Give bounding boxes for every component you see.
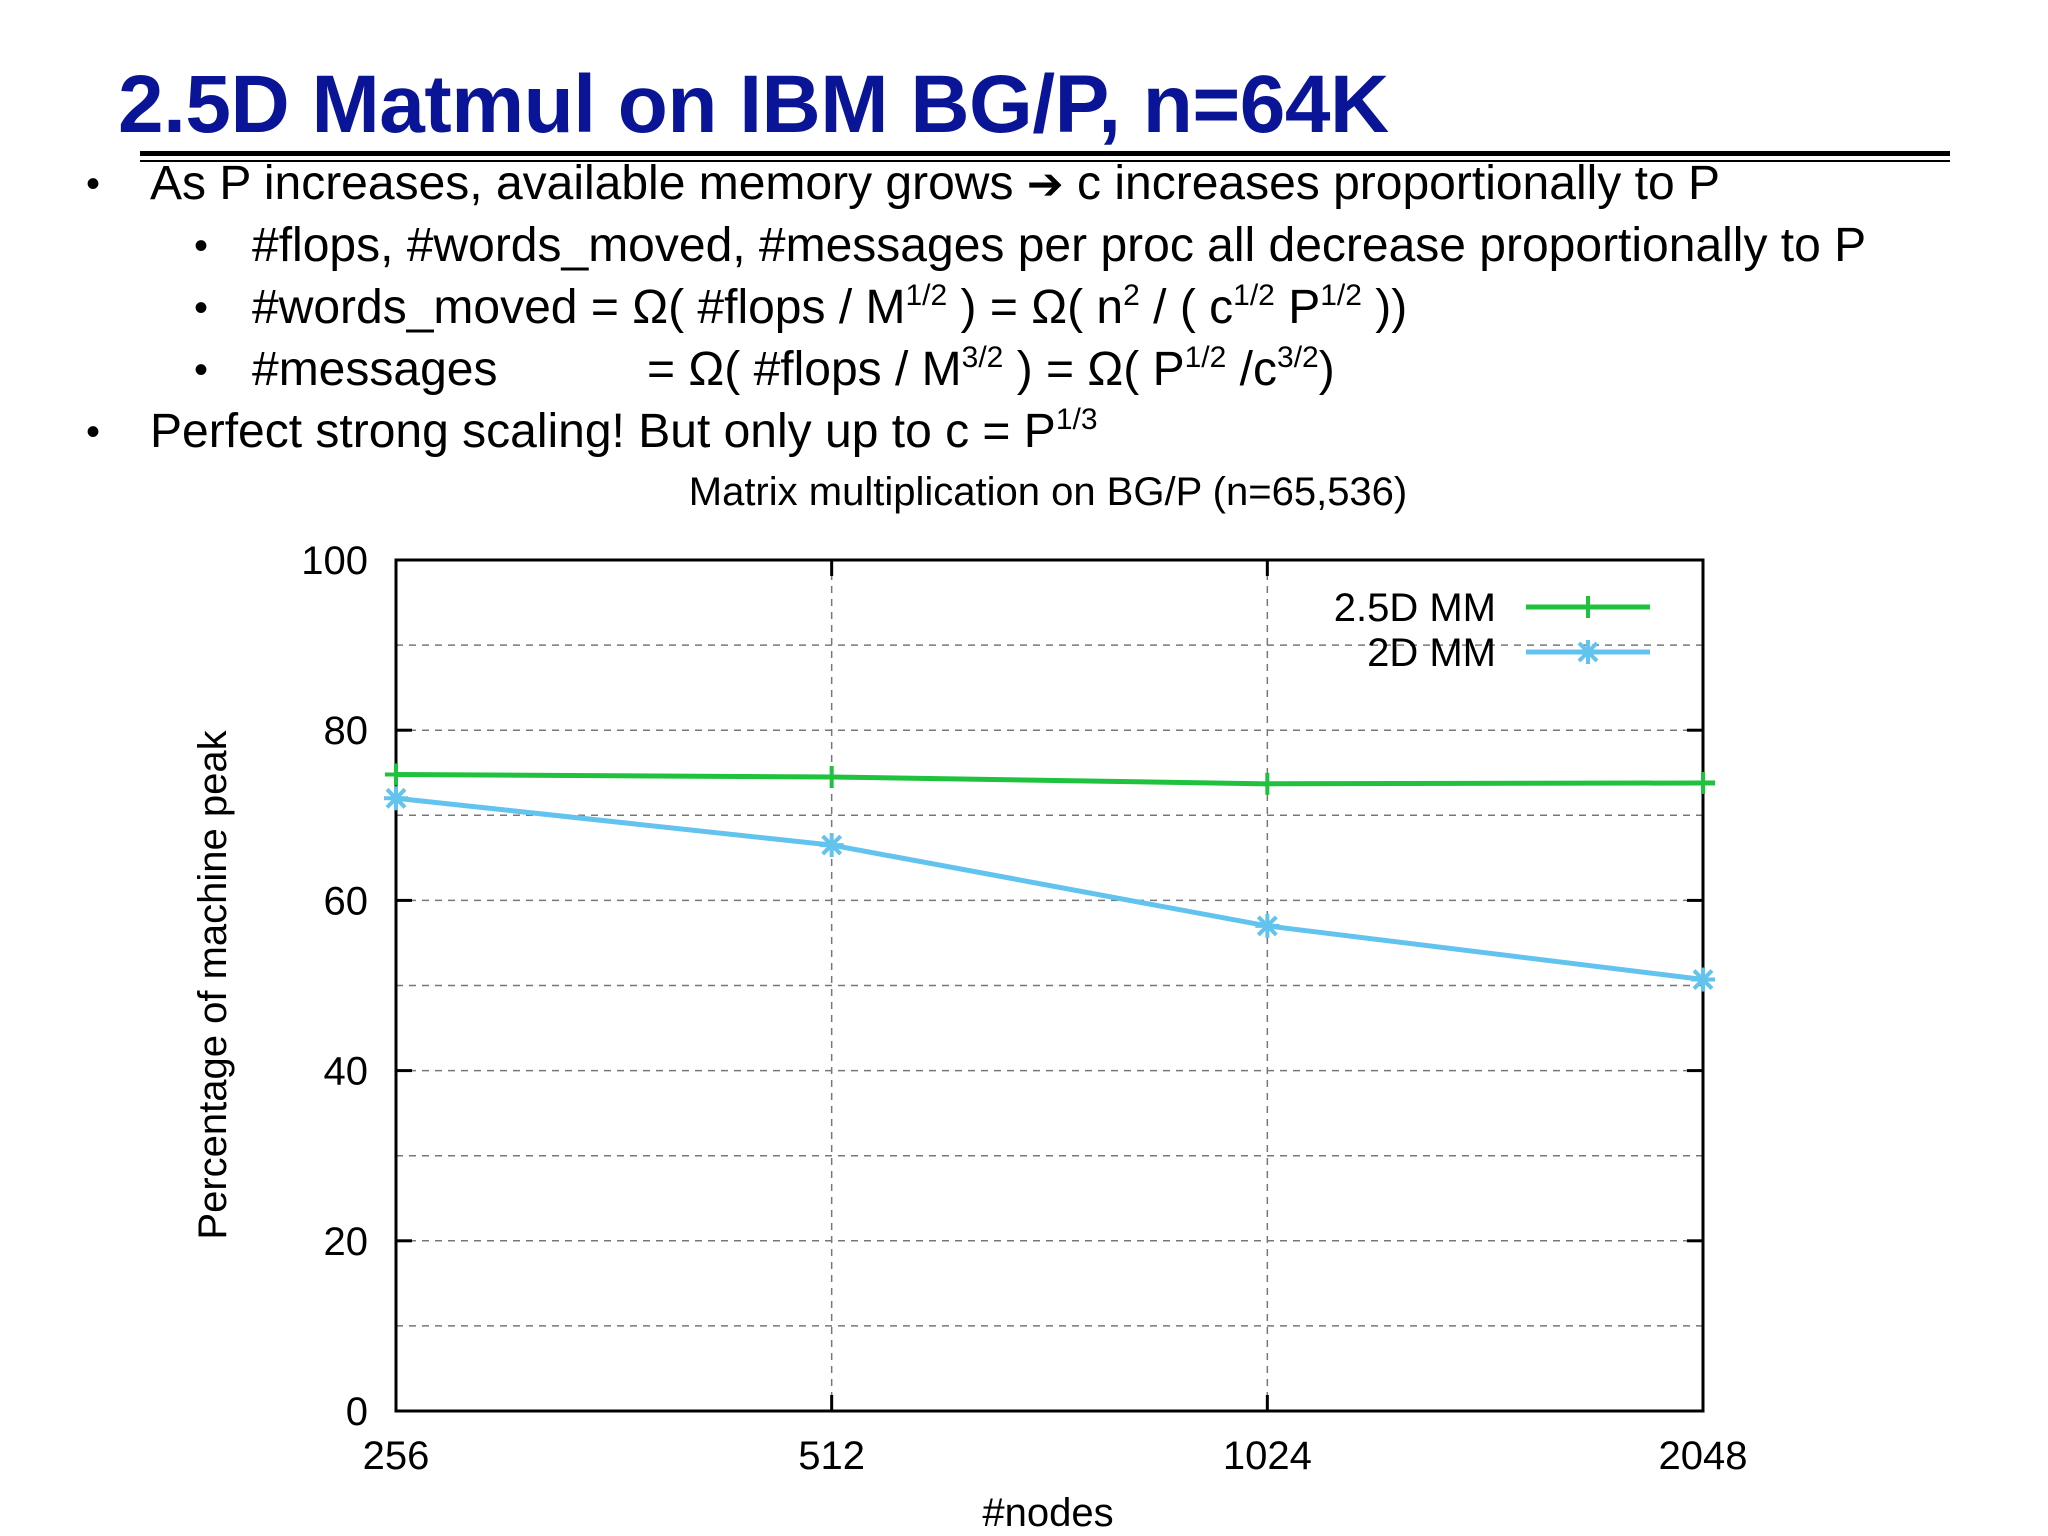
data-point-2-5d-mm xyxy=(385,763,407,786)
bullet-strong-scaling: • Perfect strong scaling! But only up to… xyxy=(86,403,1098,458)
bullet-dot: • xyxy=(194,348,209,392)
chart-grid xyxy=(396,560,1703,1411)
y-tick-label: 0 xyxy=(346,1390,368,1434)
series-line-2d-mm xyxy=(395,795,1704,983)
chart-title: Matrix multiplication on BG/P (n=65,536) xyxy=(689,470,1408,514)
y-tick-label: 60 xyxy=(324,879,369,923)
data-point-2d-mm xyxy=(819,833,844,858)
title-divider xyxy=(140,151,1950,156)
chart-ticks: 0 20 40 60 80 100 256 512 1024 2048 xyxy=(301,539,1747,1478)
title-divider-thin xyxy=(140,160,1950,162)
legend-marker-2-5d-mm xyxy=(1577,596,1599,618)
bullet-messages: • #messages = Ω( #flops / M3/2 ) = Ω( P1/… xyxy=(194,341,1335,396)
chart-series xyxy=(384,763,1715,992)
x-tick-label: 512 xyxy=(798,1434,865,1478)
legend-label-2-5d-mm: 2.5D MM xyxy=(1334,586,1496,630)
x-tick-label: 256 xyxy=(363,1434,430,1478)
legend-label-2d-mm: 2D MM xyxy=(1367,631,1496,675)
y-tick-label: 40 xyxy=(324,1050,369,1094)
bullet-dot: • xyxy=(194,224,209,268)
bullet-memory-growth: • As P increases, available memory grows… xyxy=(86,157,1720,210)
bullet-dot: • xyxy=(86,162,101,206)
slide-title: 2.5D Matmul on IBM BG/P, n=64K xyxy=(118,59,1389,150)
data-point-2-5d-mm xyxy=(820,766,843,789)
x-axis-label: #nodes xyxy=(982,1491,1113,1535)
data-point-2d-mm xyxy=(1691,967,1715,992)
series-line-2-5d-mm xyxy=(395,771,1704,787)
data-point-2d-mm xyxy=(384,786,408,811)
y-tick-label: 100 xyxy=(301,539,368,583)
y-tick-label: 80 xyxy=(324,709,369,753)
bullet-dot: • xyxy=(86,410,101,454)
x-tick-label: 2048 xyxy=(1659,1434,1748,1478)
bullet-words-moved: • #words_moved = Ω( #flops / M1/2 ) = Ω(… xyxy=(194,279,1408,334)
arrow-icon: ➔ xyxy=(1026,160,1064,209)
legend-marker-2d-mm xyxy=(1576,640,1600,664)
bullet-per-proc-decrease: • #flops, #words_moved, #messages per pr… xyxy=(194,219,1867,272)
bullet-dot: • xyxy=(194,286,209,330)
data-point-2d-mm xyxy=(1255,913,1280,938)
y-axis-label: Percentage of machine peak xyxy=(191,729,235,1239)
data-point-2-5d-mm xyxy=(1256,772,1279,795)
x-tick-label: 1024 xyxy=(1223,1434,1312,1478)
y-tick-label: 20 xyxy=(324,1220,369,1264)
